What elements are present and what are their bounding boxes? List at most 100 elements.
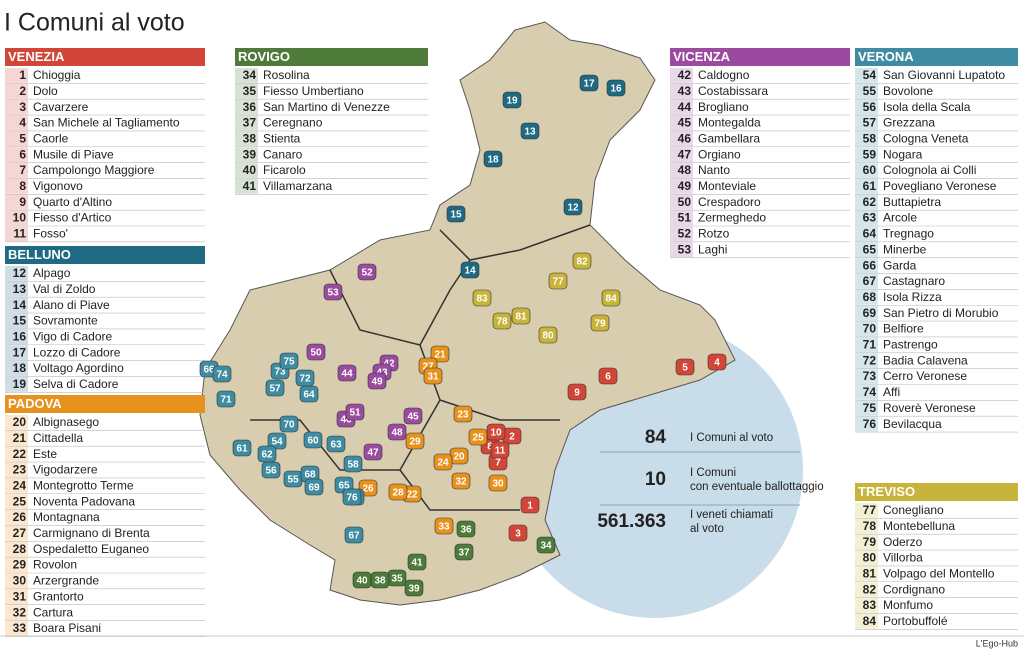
- map-area: [430, 345, 450, 363]
- number-box: [855, 115, 878, 131]
- province-list: ROVIGO 34 Rosolina 35 Fiesso Umbertiano 36 San…: [235, 48, 428, 195]
- map-area: [451, 472, 471, 490]
- map-label: 35: [391, 574, 403, 585]
- item-number: 47: [678, 147, 692, 161]
- item-name: Garda: [883, 258, 917, 272]
- item-number: 23: [13, 463, 27, 477]
- province-borders: [250, 224, 591, 511]
- map-label: 80: [542, 331, 554, 342]
- item-number: 78: [863, 519, 877, 533]
- province-header: VENEZIA: [8, 49, 65, 64]
- province-list: TREVISO 77 Conegliano 78 Montebelluna 79 Oderz…: [855, 483, 1018, 630]
- item-number: 19: [13, 377, 27, 391]
- number-box: [235, 131, 258, 147]
- number-box: [855, 503, 878, 518]
- map-label: 21: [434, 350, 446, 361]
- item-number: 53: [678, 242, 692, 256]
- item-name: Caldogno: [698, 68, 750, 82]
- province-header: PADOVA: [8, 396, 62, 411]
- item-number: 49: [678, 179, 692, 193]
- item-number: 59: [863, 147, 877, 161]
- map-label: 50: [310, 348, 322, 359]
- map-label: 44: [341, 369, 353, 380]
- item-name: Alpago: [33, 266, 71, 280]
- number-box: [5, 226, 28, 242]
- number-box: [670, 147, 693, 163]
- item-name: Sovramonte: [33, 314, 98, 328]
- number-box: [5, 194, 28, 210]
- province-list: VICENZA 42 Caldogno 43 Costabissara 44 Broglia…: [670, 48, 850, 259]
- item-number: 64: [863, 227, 877, 241]
- map-label: 58: [347, 460, 359, 471]
- map-label: 45: [407, 412, 419, 423]
- number-box: [235, 115, 258, 131]
- item-name: Montebelluna: [883, 519, 955, 533]
- item-number: 5: [19, 131, 26, 145]
- item-name: Chioggia: [33, 68, 81, 82]
- number-box: [5, 557, 28, 573]
- item-number: 66: [863, 258, 877, 272]
- item-name: Dolo: [33, 84, 58, 98]
- map-area: [344, 526, 364, 544]
- map-label: 15: [450, 210, 462, 221]
- map-label: 55: [287, 475, 299, 486]
- item-name: Grantorto: [33, 589, 84, 603]
- number-box: [5, 525, 28, 541]
- number-box: [235, 147, 258, 163]
- number-box: [855, 337, 878, 353]
- map-label: 14: [464, 266, 476, 277]
- map-label: 36: [460, 525, 472, 536]
- item-name: Stienta: [263, 131, 301, 145]
- number-box: [855, 210, 878, 226]
- number-box: [5, 376, 28, 392]
- map-area: [342, 488, 362, 506]
- number-box: [5, 573, 28, 589]
- map-area: [423, 367, 443, 385]
- map-label: 71: [220, 395, 232, 406]
- item-name: Orgiano: [698, 147, 741, 161]
- item-number: 12: [13, 266, 27, 280]
- item-name: Povegliano Veronese: [883, 179, 997, 193]
- number-box: [5, 68, 28, 83]
- map-label: 47: [367, 448, 379, 459]
- item-name: Bevilacqua: [883, 417, 942, 431]
- number-box: [5, 131, 28, 147]
- number-box: [855, 353, 878, 369]
- number-box: [5, 297, 28, 313]
- map-label: 68: [304, 470, 316, 481]
- map-label: 72: [299, 374, 311, 385]
- stat-label: I veneti chiamati: [690, 509, 773, 521]
- item-number: 75: [863, 401, 877, 415]
- map-area: [352, 571, 372, 589]
- map-label: 18: [487, 155, 499, 166]
- province-header-bg: [5, 395, 205, 413]
- map-area: [598, 367, 618, 385]
- item-number: 69: [863, 306, 877, 320]
- item-name: Cartura: [33, 605, 73, 619]
- number-box: [855, 400, 878, 416]
- number-box: [670, 99, 693, 115]
- item-name: Fosso': [33, 227, 68, 241]
- item-number: 4: [19, 116, 26, 130]
- item-name: Cerro Veronese: [883, 369, 967, 383]
- item-name: Affi: [883, 385, 900, 399]
- item-name: Cittadella: [33, 431, 83, 445]
- item-number: 26: [13, 510, 27, 524]
- number-box: [5, 99, 28, 115]
- map-label: 41: [411, 558, 423, 569]
- map-label: 70: [283, 420, 295, 431]
- map-label: 31: [427, 372, 439, 383]
- number-box: [670, 68, 693, 83]
- province-header-bg: [235, 48, 428, 66]
- map-label: 84: [605, 294, 617, 305]
- map-label: 48: [391, 428, 403, 439]
- map-label: 3: [515, 529, 521, 540]
- item-number: 79: [863, 535, 877, 549]
- number-box: [5, 541, 28, 557]
- number-box: [855, 178, 878, 194]
- item-name: Villamarzana: [263, 179, 332, 193]
- item-name: Monfumo: [883, 598, 933, 612]
- map-area: [304, 478, 324, 496]
- item-name: Isola Rizza: [883, 290, 942, 304]
